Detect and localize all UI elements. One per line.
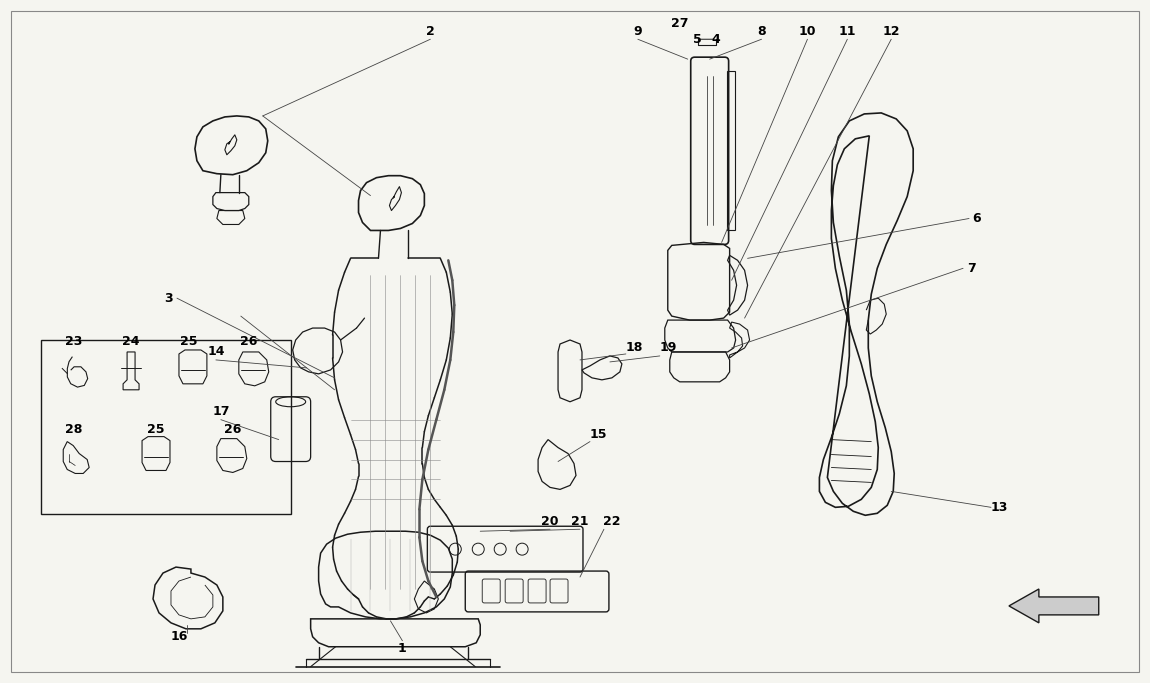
Text: 25: 25 [147,423,164,436]
Text: 11: 11 [838,25,856,38]
Text: 15: 15 [589,428,607,441]
Text: 12: 12 [882,25,900,38]
Text: 2: 2 [426,25,435,38]
Text: 3: 3 [164,292,174,305]
Text: 27: 27 [670,17,689,30]
Text: 7: 7 [967,262,975,275]
Text: 5: 5 [693,33,703,46]
Bar [41,340,291,514]
Text: 28: 28 [64,423,82,436]
Polygon shape [1009,589,1098,623]
Text: 21: 21 [572,515,589,528]
Text: 25: 25 [181,335,198,348]
Text: 17: 17 [212,405,230,418]
Text: 13: 13 [990,501,1007,514]
Text: 19: 19 [659,342,676,354]
Text: 9: 9 [634,25,642,38]
Text: 6: 6 [973,212,981,225]
Text: 22: 22 [603,515,621,528]
Text: 20: 20 [542,515,559,528]
Text: 24: 24 [122,335,140,348]
Text: 1: 1 [398,642,407,655]
Text: 10: 10 [799,25,816,38]
Text: 26: 26 [224,423,241,436]
Text: 26: 26 [240,335,258,348]
Text: 16: 16 [170,630,187,643]
Text: 18: 18 [626,342,643,354]
Text: 4: 4 [712,33,720,46]
Text: 8: 8 [757,25,766,38]
Text: 23: 23 [64,335,82,348]
Text: 14: 14 [207,346,224,359]
